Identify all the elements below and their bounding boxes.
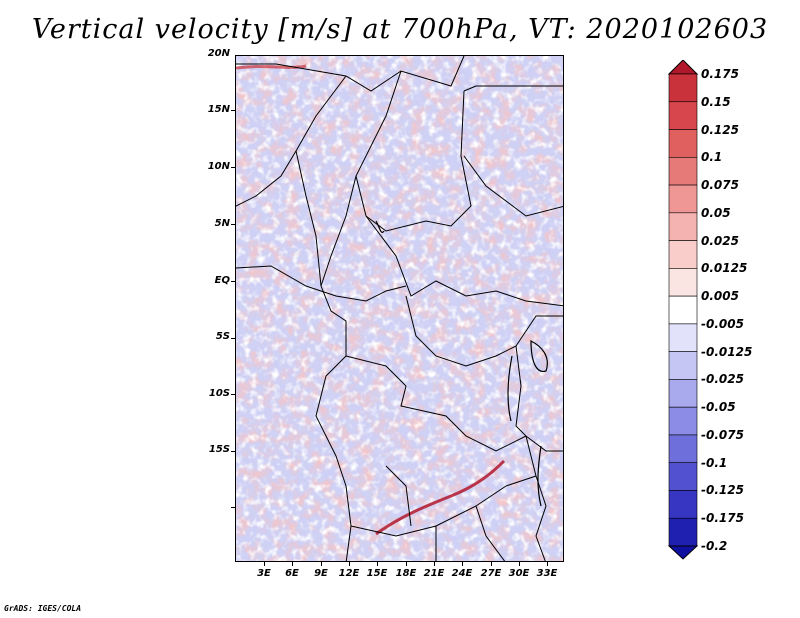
lon-tick [462,561,463,566]
colorbar-segment [668,517,698,547]
lat-tick [231,167,236,168]
colorbar-label: -0.175 [701,511,744,526]
lon-tick [264,561,265,566]
lon-tick [321,561,322,566]
lat-label-10n: 10N [207,161,230,172]
colorbar-label: -0.2 [701,539,728,553]
colorbar-label: -0.05 [701,400,736,415]
colorbar-label: 0.075 [701,178,739,193]
lon-label-30e: 30E [508,568,530,579]
colorbar-label: 0.1 [701,150,723,165]
colorbar-segment [668,101,698,130]
lat-tick [231,394,236,395]
lon-tick [377,561,378,566]
colorbar-label: 0.15 [701,94,731,109]
lon-label-21e: 21E [423,568,445,579]
lat-tick [231,507,236,508]
lat-tick [231,224,236,225]
colorbar-segment [668,212,698,241]
lon-label-18e: 18E [395,568,417,579]
colorbar-label: 0.175 [701,67,739,81]
map-title: Vertical velocity [m/s] at 700hPa, VT: 2… [31,14,769,45]
lat-tick [231,338,236,339]
colorbar-segment [668,406,698,436]
colorbar-top-arrow [668,60,698,75]
lon-label-3e: 3E [257,568,271,579]
colorbar-label: 0.0125 [701,261,748,276]
lakes [375,220,548,507]
lon-tick [434,561,435,566]
colorbar-segment [668,379,698,408]
colorbar-segment [668,351,698,380]
lon-tick [519,561,520,566]
lon-label-6e: 6E [285,568,299,579]
colorbar-segment [668,184,698,214]
colorbar-segment [668,129,698,158]
colorbar-segment [668,268,698,297]
lat-label-10s: 10S [208,388,230,399]
lat-label-5s: 5S [215,331,230,342]
velocity-field [236,56,563,561]
lat-tick [231,281,236,282]
colorbar-segment [668,490,698,519]
colorbar-label: -0.025 [701,372,744,387]
colorbar-bottom-arrow [668,545,698,560]
lon-label-27e: 27E [480,568,502,579]
lat-label-15s: 15S [208,444,230,455]
lon-label-15e: 15E [366,568,388,579]
colorbar-label: -0.125 [701,483,744,498]
lat-tick [231,110,236,111]
colorbar-segment [668,295,698,325]
colorbar-label: -0.1 [701,455,728,470]
lat-label-5n: 5N [214,218,230,229]
lon-tick [406,561,407,566]
lon-label-12e: 12E [338,568,360,579]
lon-tick [491,561,492,566]
lat-label-15n: 15N [207,104,230,115]
lat-label-eq: EQ [214,275,230,286]
colorbar-label: 0.005 [701,289,739,304]
colorbar-label: -0.005 [701,316,744,331]
grads-credit: GrADS: IGES/COLA [4,604,82,613]
colorbar-label: 0.05 [701,205,731,220]
colorbar-segment [668,156,698,186]
colorbar-segment [668,240,698,269]
colorbar-label: -0.075 [701,427,744,442]
lon-tick [349,561,350,566]
colorbar-segment [668,323,698,352]
colorbar-label: 0.025 [701,233,739,248]
ascent-streak-north [236,64,307,70]
lat-tick [231,451,236,452]
colorbar-label: -0.0125 [701,344,753,359]
colorbar-segment [668,462,698,491]
strong-ascent-band [375,459,506,536]
lon-label-33e: 33E [536,568,558,579]
vertical-velocity-map [235,55,564,562]
lon-label-9e: 9E [314,568,328,579]
lat-label-20n: 20N [207,48,230,59]
lon-tick [547,561,548,566]
colorbar [668,60,698,560]
colorbar-segment [668,73,698,103]
lon-label-24e: 24E [451,568,473,579]
colorbar-segment [668,434,698,464]
lon-tick [292,561,293,566]
country-boundaries [236,56,563,561]
colorbar-label: 0.125 [701,122,739,137]
